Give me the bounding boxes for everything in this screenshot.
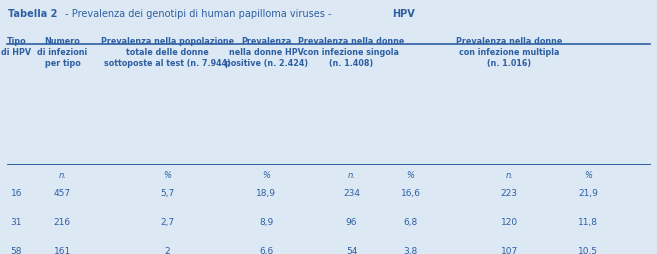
Text: 10,5: 10,5 xyxy=(578,247,598,254)
Text: Tipo
di HPV: Tipo di HPV xyxy=(1,37,32,57)
Text: %: % xyxy=(584,171,592,180)
Text: 18,9: 18,9 xyxy=(256,189,276,198)
Text: n.: n. xyxy=(505,171,513,180)
Text: 2: 2 xyxy=(165,247,170,254)
Text: 120: 120 xyxy=(501,218,518,227)
Text: Tabella 2: Tabella 2 xyxy=(8,9,57,19)
Text: HPV: HPV xyxy=(392,9,415,19)
Text: Prevalenza nella donne
con infezione multipla
(n. 1.016): Prevalenza nella donne con infezione mul… xyxy=(456,37,562,68)
Text: %: % xyxy=(407,171,415,180)
Text: n.: n. xyxy=(58,171,66,180)
Text: 16,6: 16,6 xyxy=(401,189,420,198)
Text: 5,7: 5,7 xyxy=(160,189,175,198)
Text: 2,7: 2,7 xyxy=(160,218,175,227)
Text: 107: 107 xyxy=(501,247,518,254)
Text: 96: 96 xyxy=(346,218,357,227)
Text: 3,8: 3,8 xyxy=(403,247,418,254)
Text: 54: 54 xyxy=(346,247,357,254)
Text: 223: 223 xyxy=(501,189,518,198)
Text: Prevalenza nella donne
con infezione singola
(n. 1.408): Prevalenza nella donne con infezione sin… xyxy=(298,37,405,68)
Text: 11,8: 11,8 xyxy=(578,218,598,227)
Text: 31: 31 xyxy=(11,218,22,227)
Text: Prevalenza
nella donne HPV
positive (n. 2.424): Prevalenza nella donne HPV positive (n. … xyxy=(225,37,307,68)
Text: 58: 58 xyxy=(11,247,22,254)
Text: 234: 234 xyxy=(343,189,360,198)
Text: Numero
di infezioni
per tipo: Numero di infezioni per tipo xyxy=(37,37,87,68)
Text: - Prevalenza dei genotipi di human papilloma viruses -: - Prevalenza dei genotipi di human papil… xyxy=(62,9,335,19)
Text: %: % xyxy=(164,171,171,180)
Text: 457: 457 xyxy=(54,189,71,198)
Text: 161: 161 xyxy=(54,247,71,254)
Text: 6,8: 6,8 xyxy=(403,218,418,227)
Text: 21,9: 21,9 xyxy=(578,189,598,198)
Text: %: % xyxy=(262,171,270,180)
Text: Prevalenza nella popolazione
totale delle donne
sottoposte al test (n. 7.944): Prevalenza nella popolazione totale dell… xyxy=(101,37,234,68)
Text: n.: n. xyxy=(348,171,355,180)
Text: 8,9: 8,9 xyxy=(259,218,273,227)
Text: 16: 16 xyxy=(11,189,22,198)
Text: 216: 216 xyxy=(54,218,71,227)
Text: 6,6: 6,6 xyxy=(259,247,273,254)
